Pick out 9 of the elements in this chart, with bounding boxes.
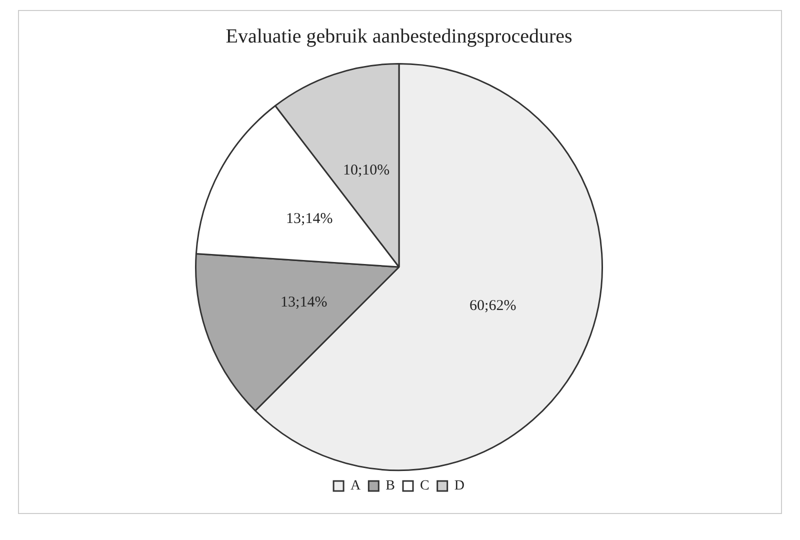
data-label: 13;14% [286, 211, 333, 228]
chart-title: Evaluatie gebruik aanbestedingsprocedures [226, 25, 572, 48]
legend-label: C [420, 478, 430, 494]
legend-label: B [386, 478, 396, 494]
data-label: 13;14% [280, 294, 328, 311]
data-label: 10;10% [343, 162, 390, 179]
legend-label: D [454, 478, 464, 494]
legend-label: A [350, 478, 362, 494]
data-label: 60;62% [470, 298, 516, 314]
